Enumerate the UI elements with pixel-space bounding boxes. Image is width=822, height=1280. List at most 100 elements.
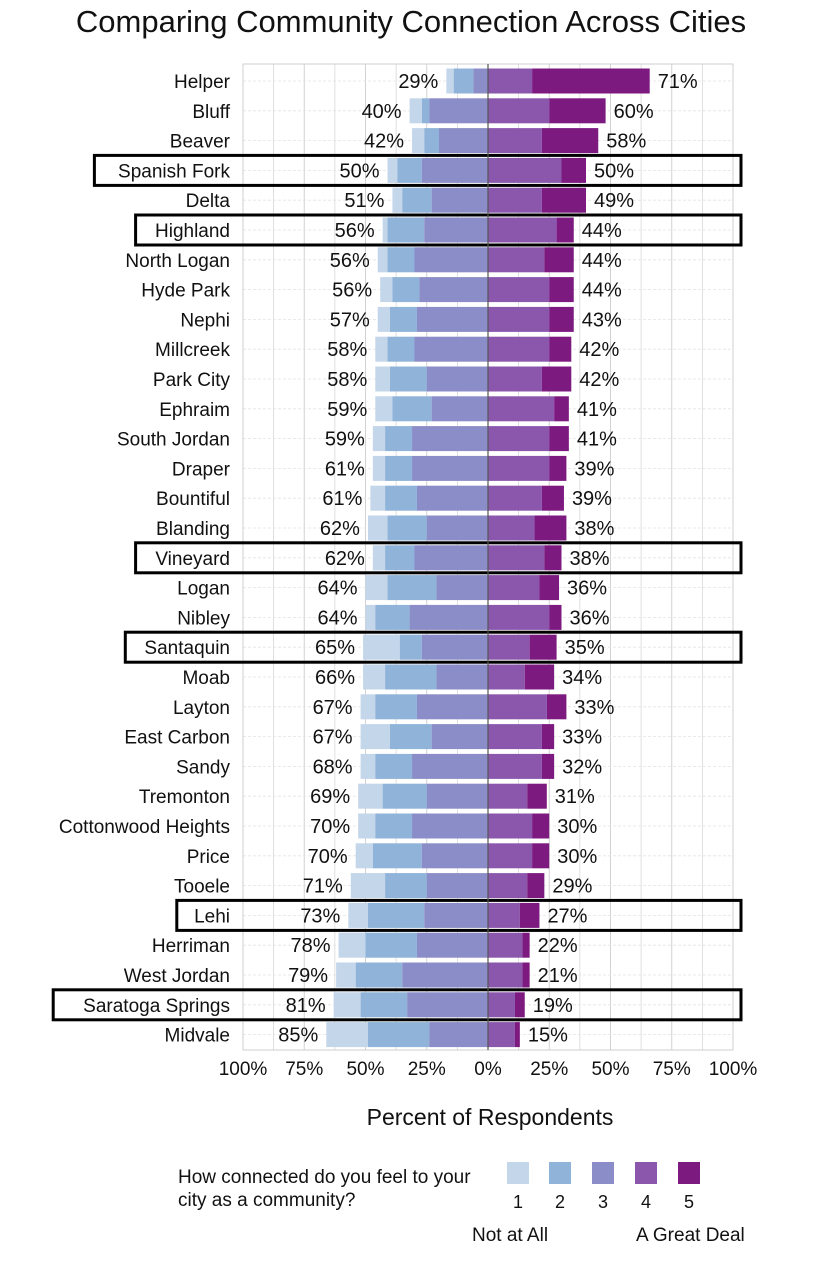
bar-29-level-5 — [519, 902, 540, 928]
bar-31-level-3 — [402, 962, 488, 988]
legend-title: How connected do you feel to your city a… — [178, 1167, 471, 1211]
bar-11-level-5 — [541, 366, 572, 392]
bar-24-level-2 — [375, 753, 413, 779]
bar-1-level-3 — [473, 68, 488, 94]
left-percent-label: 56% — [335, 220, 375, 242]
x-tick-label: 25% — [530, 1059, 568, 1080]
city-label: Vineyard — [155, 549, 230, 570]
bar-4-level-3 — [421, 157, 488, 183]
bar-9-level-5 — [549, 306, 574, 332]
right-percent-label: 30% — [557, 846, 597, 868]
legend-level-2: 2 — [554, 1192, 565, 1212]
bar-20-level-4 — [488, 634, 530, 660]
bar-21-level-4 — [488, 664, 525, 690]
city-label: Logan — [177, 579, 230, 600]
bar-22-level-5 — [546, 694, 567, 720]
city-label: West Jordan — [124, 966, 230, 987]
right-percent-label: 33% — [574, 697, 614, 719]
right-percent-label: 35% — [565, 637, 605, 659]
city-label: Helper — [174, 72, 231, 93]
right-percent-label: 32% — [562, 756, 602, 778]
bar-11-level-4 — [488, 366, 542, 392]
bar-20-level-2 — [399, 634, 422, 660]
left-percent-label: 58% — [327, 369, 367, 391]
legend-level-4: 4 — [640, 1192, 651, 1212]
bar-28-level-5 — [527, 873, 545, 899]
bar-13-level-5 — [549, 426, 569, 452]
right-percent-label: 58% — [606, 131, 646, 153]
bar-9-level-1 — [377, 306, 390, 332]
bar-23-level-4 — [488, 724, 542, 750]
left-percent-label: 67% — [313, 727, 353, 749]
bar-19-level-1 — [365, 604, 376, 630]
right-percent-label: 27% — [547, 905, 587, 927]
legend-swatch-3 — [592, 1162, 614, 1184]
bar-19-level-5 — [549, 604, 562, 630]
legend-level-5: 5 — [683, 1192, 694, 1212]
x-tick-label: 100% — [219, 1059, 268, 1080]
left-percent-label: 61% — [322, 488, 362, 510]
city-label: North Logan — [125, 251, 230, 272]
bar-6-level-1 — [382, 217, 388, 243]
highlight-box — [134, 213, 743, 247]
right-percent-label: 42% — [579, 369, 619, 391]
bar-21-level-5 — [524, 664, 555, 690]
bar-11-level-3 — [426, 366, 488, 392]
bar-2-level-4 — [488, 98, 550, 124]
bar-31-level-2 — [355, 962, 403, 988]
city-label: Millcreek — [155, 340, 230, 361]
bar-33-level-1 — [326, 1022, 368, 1048]
right-percent-label: 31% — [555, 786, 595, 808]
x-tick-label: 75% — [285, 1059, 323, 1080]
right-percent-label: 29% — [552, 876, 592, 898]
bar-26-level-5 — [532, 813, 550, 839]
bar-15-level-2 — [385, 485, 417, 511]
bar-14-level-5 — [549, 455, 567, 481]
bar-25-level-3 — [426, 783, 488, 809]
x-tick-label: 25% — [408, 1059, 446, 1080]
bar-11-level-2 — [390, 366, 427, 392]
bar-3-level-3 — [439, 128, 488, 154]
bar-6-level-2 — [387, 217, 425, 243]
bar-27-level-3 — [421, 843, 488, 869]
bar-18-level-3 — [436, 575, 488, 601]
bar-13-level-3 — [412, 426, 488, 452]
bar-18-level-2 — [387, 575, 437, 601]
bar-7-level-4 — [488, 247, 545, 273]
city-label: Bountiful — [156, 489, 230, 510]
bar-17-level-3 — [414, 545, 488, 571]
bar-12-level-3 — [431, 396, 488, 422]
bar-20-level-5 — [529, 634, 557, 660]
bar-30-level-2 — [365, 932, 417, 958]
x-tick-label: 75% — [653, 1059, 691, 1080]
left-percent-label: 57% — [330, 309, 370, 331]
right-percent-label: 71% — [658, 71, 698, 93]
bar-26-level-3 — [412, 813, 488, 839]
bar-4-level-4 — [488, 157, 562, 183]
left-percent-label: 66% — [315, 667, 355, 689]
bar-2-level-3 — [429, 98, 488, 124]
left-percent-label: 29% — [398, 71, 438, 93]
bar-7-level-5 — [544, 247, 574, 273]
bar-12-level-1 — [375, 396, 393, 422]
bar-17-level-5 — [544, 545, 562, 571]
bar-12-level-5 — [554, 396, 569, 422]
bar-15-level-3 — [416, 485, 488, 511]
bar-18-level-4 — [488, 575, 540, 601]
bar-13-level-1 — [372, 426, 386, 452]
bar-16-level-3 — [426, 515, 488, 541]
legend-high-label: A Great Deal — [636, 1225, 745, 1246]
left-percent-label: 50% — [340, 160, 380, 182]
highlight-box — [92, 153, 743, 187]
bar-16-level-2 — [387, 515, 427, 541]
bar-29-level-4 — [488, 902, 520, 928]
bar-28-level-4 — [488, 873, 528, 899]
bar-5-level-5 — [541, 187, 586, 213]
bar-15-level-1 — [370, 485, 386, 511]
right-percent-label: 39% — [574, 458, 614, 480]
bar-5-level-4 — [488, 187, 542, 213]
left-percent-label: 85% — [278, 1025, 318, 1047]
bar-26-level-1 — [358, 813, 376, 839]
bar-33-level-2 — [367, 1022, 430, 1048]
right-percent-label: 42% — [579, 339, 619, 361]
